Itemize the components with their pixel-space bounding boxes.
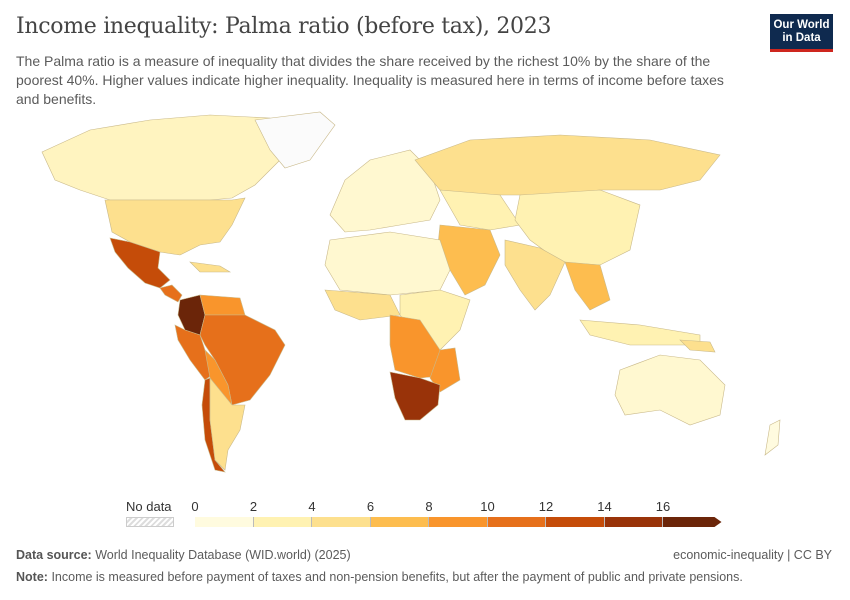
owid-logo[interactable]: Our World in Data <box>770 14 833 52</box>
region-greenland[interactable] <box>254 111 336 169</box>
legend-tick: 0 <box>191 499 199 514</box>
data-source: Data source: World Inequality Database (… <box>16 548 351 562</box>
region-argentina[interactable] <box>209 377 246 471</box>
legend-bin-14-16[interactable] <box>604 517 663 527</box>
legend-tick: 8 <box>425 499 433 514</box>
region-north-africa[interactable] <box>324 231 451 296</box>
region-central-asia[interactable] <box>439 189 521 231</box>
legend-bin-10-12[interactable] <box>487 517 546 527</box>
region-png[interactable] <box>679 339 716 353</box>
legend-tick: 12 <box>538 499 554 514</box>
legend-bin-6-8[interactable] <box>370 517 429 527</box>
note: Note: Income is measured before payment … <box>16 570 743 584</box>
region-southeast-asia[interactable] <box>564 261 611 311</box>
region-venezuela-guianas[interactable] <box>199 294 246 316</box>
source-link[interactable]: World Inequality Database (WID.world) (2… <box>95 548 351 562</box>
legend-bin-8-10[interactable] <box>429 517 488 527</box>
license[interactable]: economic-inequality | CC BY <box>673 548 832 562</box>
logo-line-1: Our World <box>773 19 830 31</box>
region-west-africa[interactable] <box>324 289 401 321</box>
chart-title: Income inequality: Palma ratio (before t… <box>16 14 552 39</box>
region-europe[interactable] <box>329 149 441 233</box>
no-data-swatch[interactable] <box>126 517 174 527</box>
legend-bin-16+[interactable] <box>663 517 722 527</box>
note-text: Income is measured before payment of tax… <box>51 570 743 584</box>
legend-tick: 4 <box>308 499 316 514</box>
world-map[interactable] <box>0 110 850 490</box>
region-mexico[interactable] <box>109 237 171 289</box>
region-caribbean[interactable] <box>189 261 232 273</box>
logo-line-2: in Data <box>782 32 821 44</box>
region-central-america[interactable] <box>159 284 183 303</box>
region-mozambique-madagascar[interactable] <box>429 347 461 393</box>
legend-bin-12-14[interactable] <box>546 517 605 527</box>
chart-subtitle: The Palma ratio is a measure of inequali… <box>16 53 724 107</box>
legend-bin-0-2[interactable] <box>195 517 254 527</box>
legend-bin-2-4[interactable] <box>253 517 312 527</box>
source-label: Data source: <box>16 548 92 562</box>
legend: No data 0 2 4 6 8 10 12 14 16 <box>0 495 850 535</box>
legend-tick: 10 <box>480 499 495 514</box>
legend-tick: 14 <box>597 499 612 514</box>
region-brazil[interactable] <box>199 314 286 406</box>
note-label: Note: <box>16 570 48 584</box>
legend-tick: 6 <box>366 499 375 514</box>
region-australia[interactable] <box>614 354 726 426</box>
region-canada-alaska[interactable] <box>41 114 296 201</box>
region-russia[interactable] <box>414 134 721 196</box>
legend-bin-4-6[interactable] <box>312 517 371 527</box>
no-data-label: No data <box>126 499 172 514</box>
legend-tick: 2 <box>249 499 258 514</box>
region-usa[interactable] <box>104 197 246 256</box>
legend-tick: 16 <box>655 499 671 514</box>
region-southern-africa[interactable] <box>389 371 441 421</box>
region-new-zealand[interactable] <box>764 419 781 456</box>
region-middle-east[interactable] <box>437 224 501 296</box>
region-india[interactable] <box>504 239 566 311</box>
